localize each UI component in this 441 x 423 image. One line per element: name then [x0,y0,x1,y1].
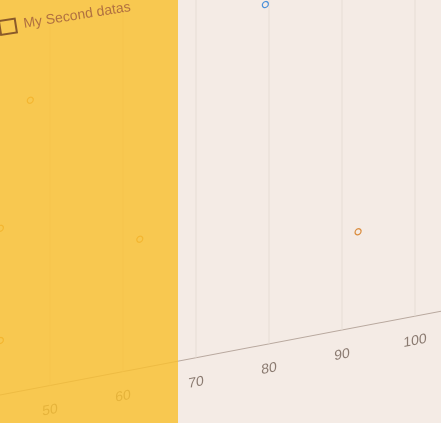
legend-swatch [0,17,19,37]
x-tick-label: 90 [334,344,350,363]
point [354,228,362,236]
x-tick-label: 100 [403,330,426,350]
x-tick-label: 70 [188,372,204,391]
point [261,0,269,9]
x-tick-label: 80 [261,358,277,377]
highlight-panel [0,0,178,423]
